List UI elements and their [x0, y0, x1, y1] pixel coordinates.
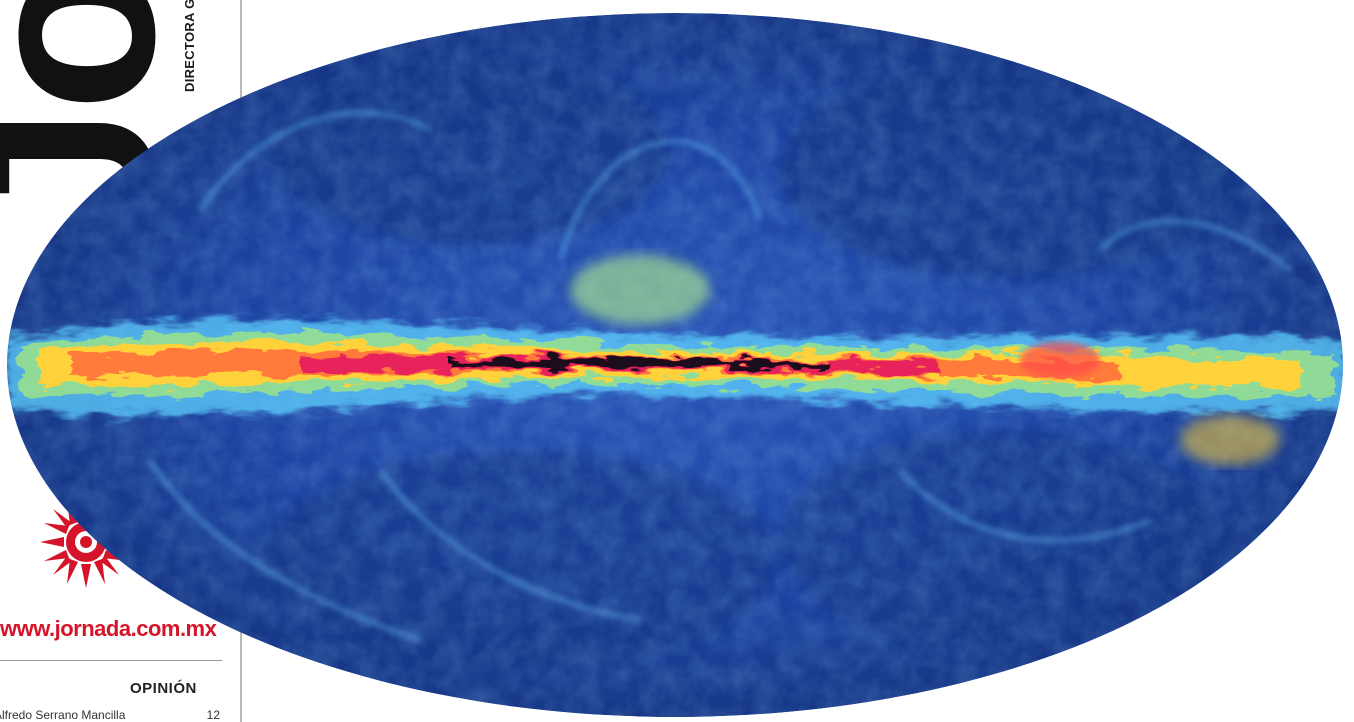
website-url: www.jornada.com.mx: [0, 616, 217, 641]
opinion-author: Alfredo Serrano Mancilla: [0, 708, 126, 722]
section-heading-opinion: OPINIÓN: [130, 680, 197, 697]
divider: [0, 660, 222, 661]
opinion-page-number: 12: [206, 708, 220, 722]
